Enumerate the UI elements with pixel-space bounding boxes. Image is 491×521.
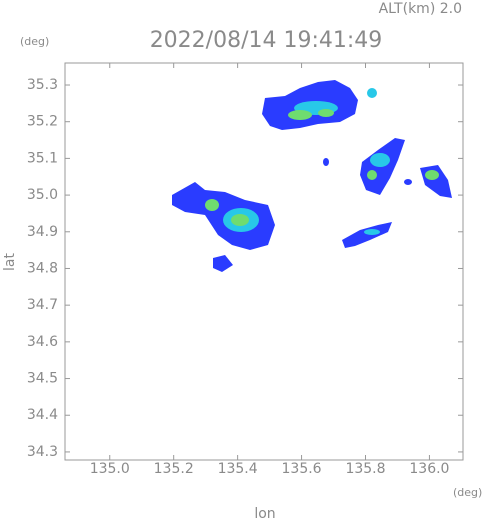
y-tick-label: 34.6 [27, 334, 58, 350]
y-tick-label: 35.3 [27, 77, 58, 93]
y-tick-label: 34.4 [27, 407, 58, 423]
y-tick-label: 35.2 [27, 114, 58, 130]
x-tick-label: 135.8 [345, 461, 385, 477]
y-tick-label: 35.0 [27, 187, 58, 203]
x-tick-label: 135.6 [282, 461, 322, 477]
chart-title: 2022/08/14 19:41:49 [150, 28, 383, 53]
y-tick-label: 35.1 [27, 150, 58, 166]
y-tick-label: 34.7 [27, 297, 58, 313]
y-tick-label: 34.5 [27, 371, 58, 387]
x-tick-label: 135.4 [218, 461, 258, 477]
y-tick-label: 34.8 [27, 260, 58, 276]
x-tick-label: 135.2 [154, 461, 194, 477]
y-tick-label: 34.3 [27, 444, 58, 460]
y-tick-label: 34.9 [27, 224, 58, 240]
y-axis-label: lat [2, 253, 18, 271]
x-tick-label: 136.0 [409, 461, 449, 477]
precipitation-echoes [172, 80, 452, 272]
altitude-label: ALT(km) 2.0 [379, 1, 462, 17]
x-tick-label: 135.0 [90, 461, 130, 477]
y-unit: (deg) [20, 35, 49, 48]
x-axis-label: lon [254, 506, 275, 521]
x-unit: (deg) [453, 486, 482, 499]
plot-frame [64, 62, 464, 461]
